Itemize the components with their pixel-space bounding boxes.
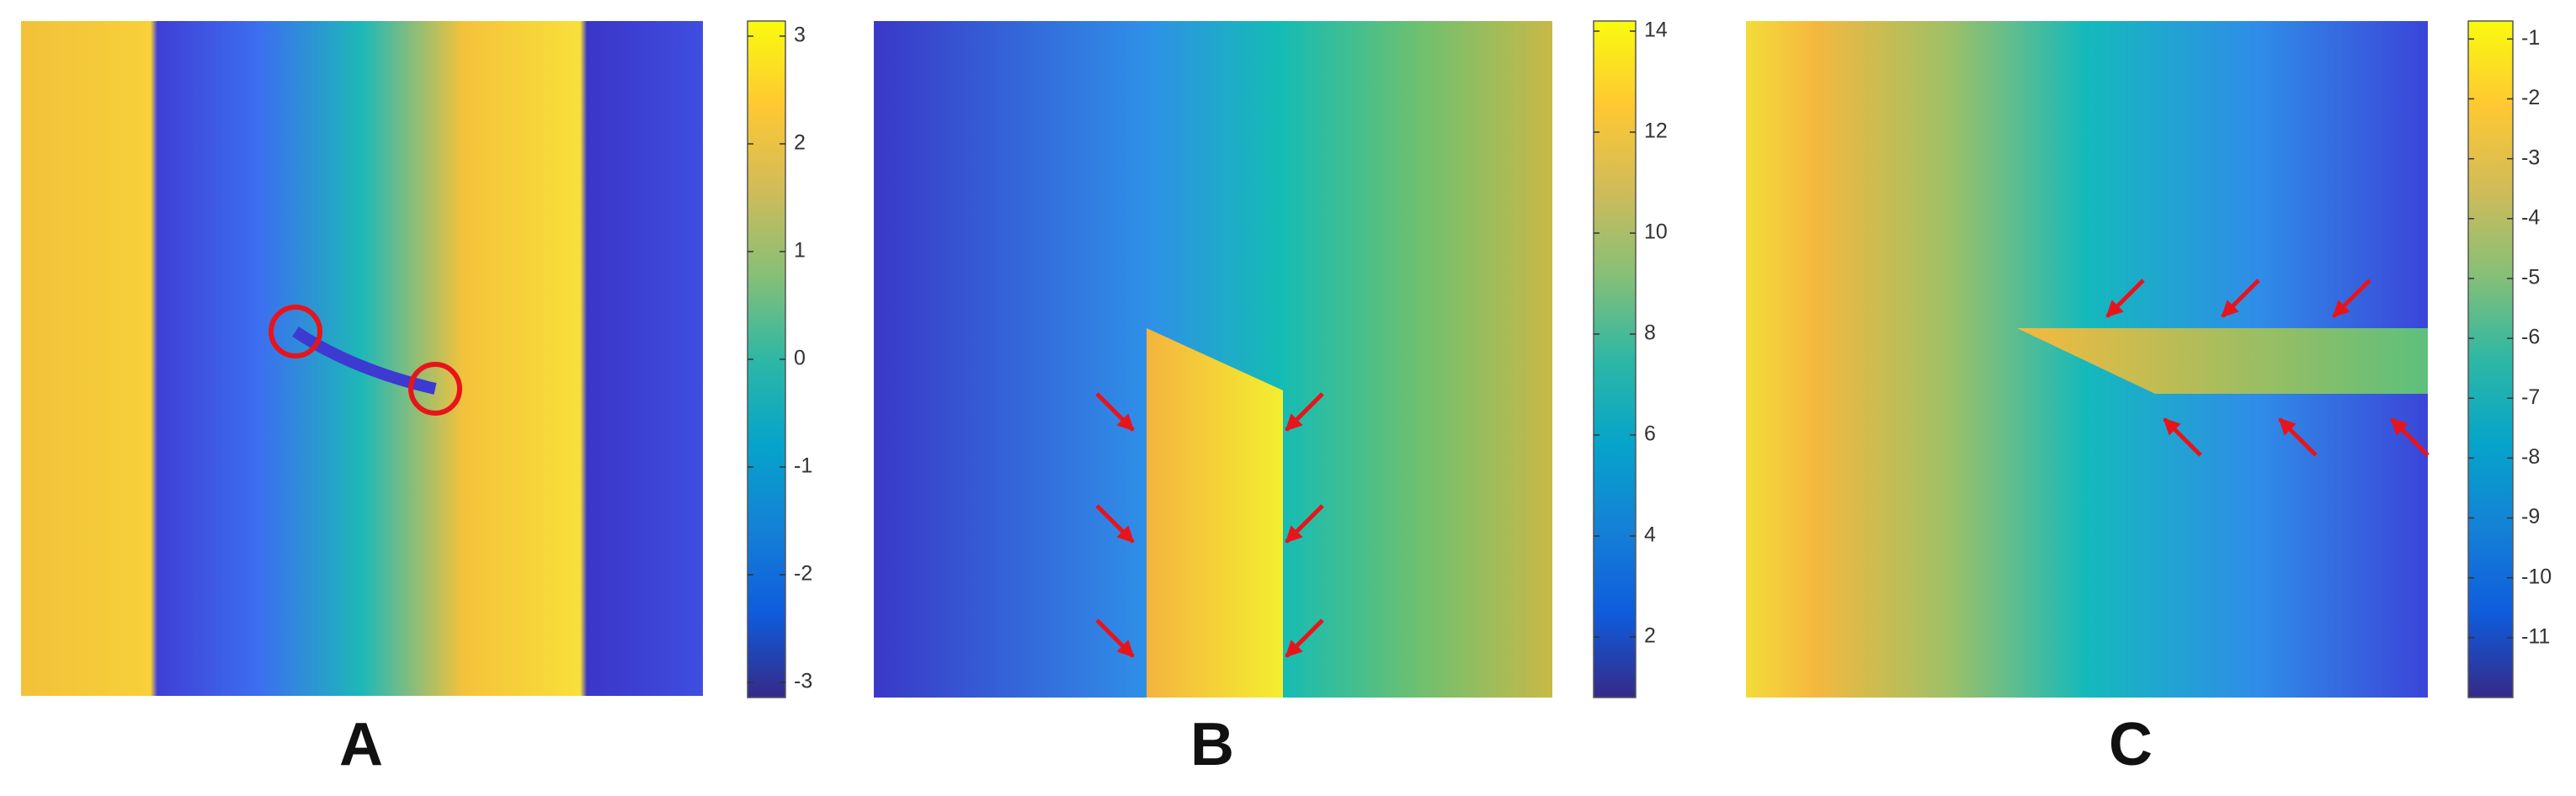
colorbar [1593,20,1637,698]
colorbar-tick-label: -11 [2521,624,2550,648]
panel-c-image [1746,21,2430,698]
colorbar-tick-label: -6 [2521,326,2540,349]
colorbar-tick-label: -1 [2521,26,2540,50]
colorbar-tick-label: 0 [794,347,806,370]
colorbar [747,20,786,698]
colorbar-tick-label: 2 [1644,624,1656,648]
colorbar-tick-label: 14 [1644,19,1668,42]
colorbar-tick-label: -8 [2521,445,2540,469]
colorbar-tick-label: 8 [1644,321,1656,345]
colorbar-tick-label: 2 [794,131,806,155]
colorbar-tick-label: 10 [1644,220,1668,244]
colorbar-tick-label: -1 [794,454,812,478]
colorbar [2467,20,2514,698]
colorbar-tick-label: -7 [2521,385,2540,409]
panel-label: B [1190,711,1234,778]
colorbar-tick-label: 6 [1644,422,1656,446]
colorbar-tick-label: -3 [794,670,812,693]
colorbar-tick-label: 4 [1644,523,1656,547]
colorbar-tick-label: -5 [2521,266,2540,289]
panel-label: A [339,711,383,778]
panel-label: C [2109,711,2153,778]
colorbar-tick-label: -2 [2521,86,2540,109]
colorbar-tick-label: 12 [1644,119,1668,143]
panel-b-image [874,21,1552,698]
colorbar-tick-label: -9 [2521,505,2540,528]
colorbar-tick-label: 1 [794,239,806,263]
colorbar-tick-label: -2 [794,562,812,586]
colorbar-tick-label: -10 [2521,565,2552,588]
panel-a-image [21,21,703,696]
colorbar-tick-label: 3 [794,24,806,47]
colorbar-tick-label: -3 [2521,146,2540,169]
colorbar-tick-label: -4 [2521,205,2540,229]
